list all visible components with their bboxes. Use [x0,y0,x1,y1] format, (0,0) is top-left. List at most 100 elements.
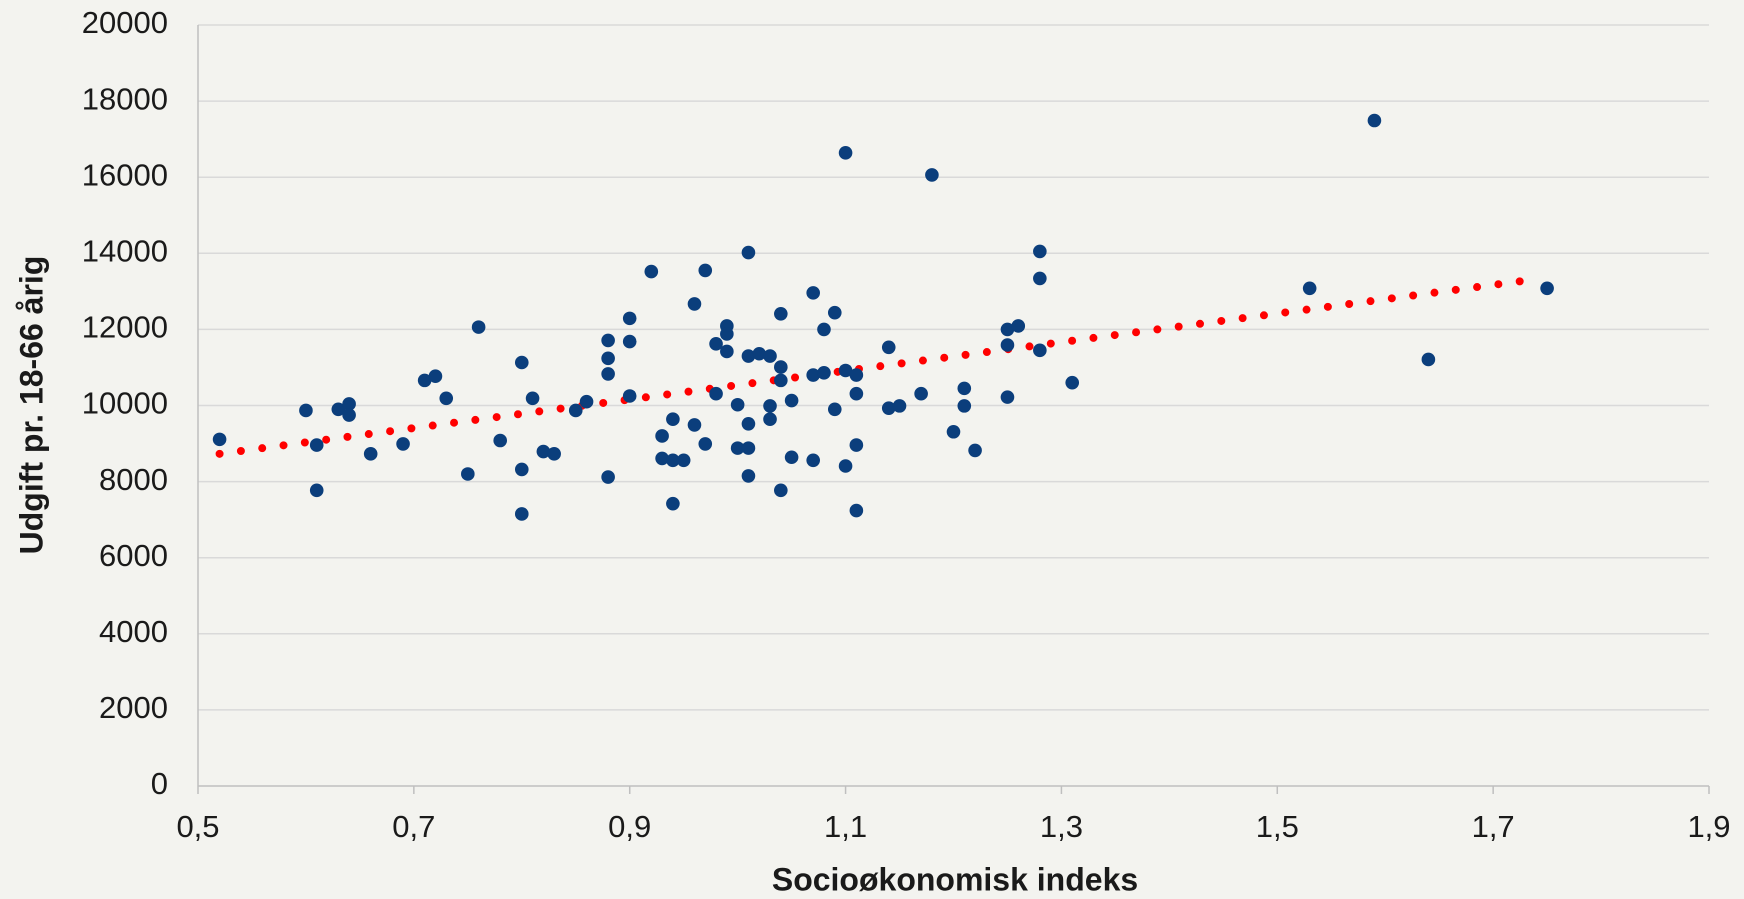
data-point [784,450,799,465]
y-axis-title: Udgift pr. 18-66 årig [13,256,49,555]
x-tick-label: 1,9 [1687,809,1730,844]
data-point [720,327,734,341]
data-point [666,412,680,426]
data-point [1000,322,1015,337]
data-point [655,429,669,443]
data-point [471,320,486,334]
data-point [1033,271,1047,286]
data-point [806,286,820,300]
data-point [849,438,864,452]
data-point [817,322,831,337]
data-point [1065,375,1080,390]
data-point [698,263,713,278]
data-point [827,402,842,417]
y-tick-label: 16000 [82,157,168,192]
y-tick-label: 20000 [82,5,168,40]
data-point [1540,281,1554,296]
y-tick-label: 0 [151,766,168,801]
data-point [741,469,756,483]
data-point [417,373,432,388]
data-point [331,402,346,417]
data-point [439,391,454,406]
data-point [774,306,788,321]
data-point [666,496,680,511]
y-tick-label: 18000 [82,81,168,116]
data-point [709,386,723,401]
y-tick-label: 12000 [82,310,168,345]
y-tick-label: 14000 [82,233,168,268]
data-point [827,305,842,320]
x-tick-label: 1,7 [1472,809,1515,844]
data-point [687,418,702,432]
x-tick-label: 0,5 [176,809,219,844]
trendline [215,275,1541,458]
data-point [1367,113,1382,128]
data-point [363,447,378,461]
data-point [622,334,637,349]
data-point [741,349,756,363]
data-point [881,340,896,355]
data-point [493,433,508,448]
data-point [774,360,788,374]
data-point [968,443,982,458]
data-point [763,349,777,363]
data-point [806,453,820,468]
data-point [622,389,637,403]
data-point [849,386,864,401]
data-point [838,459,853,473]
data-point [849,503,864,518]
x-axis-title: Socioøkonomisk indeks [772,861,1138,897]
data-point [741,245,756,260]
data-point [730,397,745,412]
data-point [601,333,615,348]
data-point [1000,338,1015,352]
data-point [514,355,529,370]
data-point [666,453,680,468]
x-tick-label: 0,9 [608,809,651,844]
data-point [957,381,972,396]
data-point [547,447,561,461]
data-point [914,386,928,401]
data-point [892,399,907,413]
data-point [806,368,820,382]
data-point [1033,343,1047,358]
data-point [514,507,529,521]
x-tick-label: 0,7 [392,809,435,844]
data-point [687,297,702,311]
y-tick-label: 10000 [82,386,168,421]
data-point [720,344,734,359]
data-point [1011,319,1026,333]
data-point [342,397,356,411]
data-point [212,432,227,447]
data-point [342,408,356,422]
x-tick-label: 1,5 [1256,809,1299,844]
data-point [838,146,853,160]
data-point [774,483,788,498]
data-point [579,394,594,409]
data-point [957,399,972,413]
data-point [525,391,540,406]
data-point [838,363,853,378]
data-point [698,437,713,451]
data-point [881,401,896,415]
data-point [784,393,799,408]
data-point [299,403,313,418]
data-point [741,441,756,455]
data-point [752,346,767,361]
data-point [461,467,475,481]
data-point [622,311,637,326]
data-point [741,416,756,431]
data-point [730,441,745,455]
y-tick-label: 2000 [99,690,168,725]
data-point [514,462,529,477]
data-point [763,412,777,426]
data-point [309,438,324,452]
data-point [1000,390,1015,404]
data-point [568,403,583,418]
data-point [709,337,723,351]
data-point [817,365,831,380]
data-point [946,424,961,439]
data-point [925,168,939,182]
